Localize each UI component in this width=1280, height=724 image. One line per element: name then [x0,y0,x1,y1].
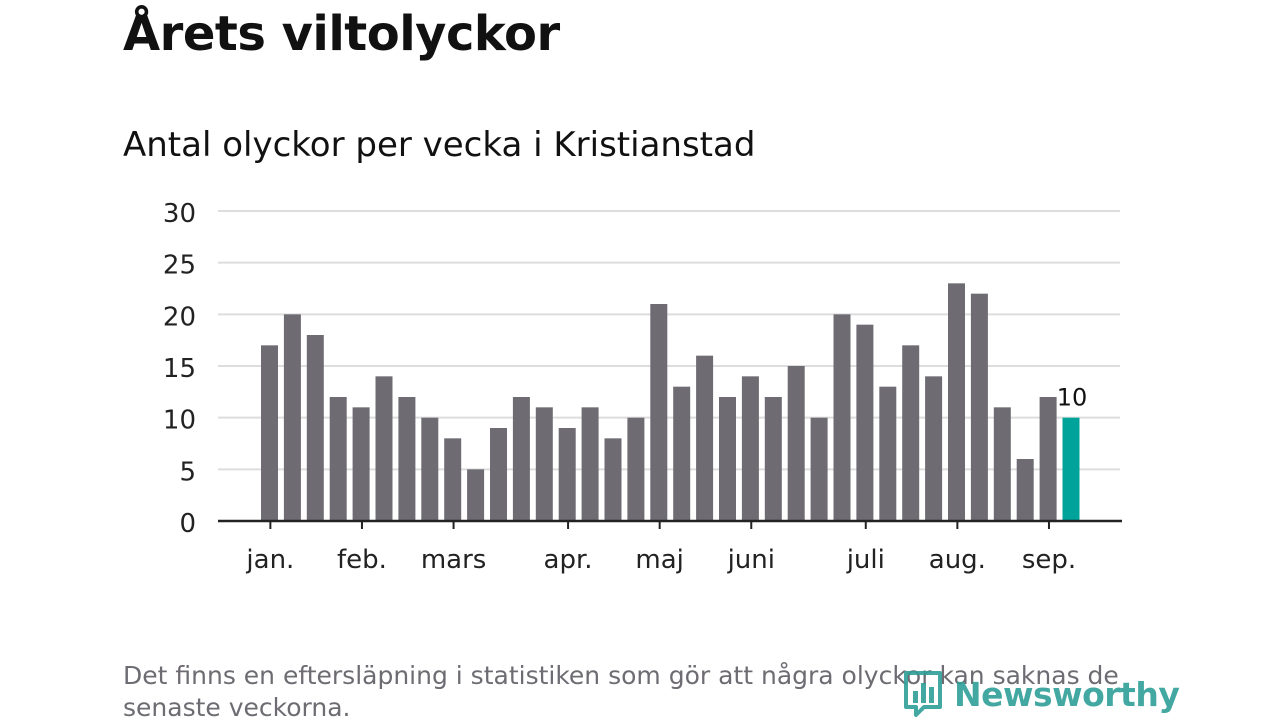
x-tick-label: maj [635,545,683,575]
bar [970,293,988,521]
bar [581,407,599,521]
x-tick-label: aug. [929,545,986,575]
bar [535,407,553,521]
bar [673,386,691,521]
bar [398,397,416,521]
chart-subtitle: Antal olyckor per vecka i Kristianstad [123,125,756,165]
bar [306,335,324,521]
bar [421,417,439,521]
bar [1039,397,1057,521]
bar [993,407,1011,521]
bar [352,407,370,521]
y-tick-label: 15 [163,354,196,384]
x-tick-label: juli [846,545,885,575]
y-tick-label: 25 [163,251,196,281]
brand-name: Newsworthy [954,674,1180,714]
brand-logo: Newsworthy [902,668,1180,720]
y-tick-label: 10 [163,406,196,436]
bar [764,397,782,521]
bar [375,376,393,521]
y-tick-label: 0 [179,509,196,539]
bar [261,345,278,521]
y-tick-label: 5 [179,457,196,487]
x-tick-label: feb. [337,545,387,575]
bar [810,417,828,521]
bar [856,324,874,521]
bar-data-label: 10 [1057,384,1088,412]
bar [444,438,462,521]
y-tick-label: 30 [163,199,196,229]
bar [283,314,301,521]
x-tick-label: juni [727,545,775,575]
x-tick-label: apr. [544,545,593,575]
x-tick-label: jan. [245,545,294,575]
bar [787,366,805,521]
footnote: Det finns en eftersläpning i statistiken… [123,661,1119,722]
y-tick-label: 20 [163,302,196,332]
bar [467,469,485,521]
bar [902,345,920,521]
bar [1016,459,1034,521]
bar [604,438,622,521]
bar [490,428,507,521]
bar [558,428,576,521]
bar [719,397,736,521]
bar [696,355,714,521]
x-tick-label: sep. [1022,545,1076,575]
bar-chart-logo-icon [904,671,942,717]
bar [833,314,851,521]
bar [879,386,897,521]
bar [650,304,668,521]
bar [948,283,965,521]
bar [627,417,645,521]
chart-title: Årets viltolyckor [123,6,560,62]
bar [741,376,759,521]
bar [925,376,943,521]
bar-highlight [1062,417,1080,521]
x-tick-label: mars [421,545,487,575]
bar [329,397,347,521]
bar [512,397,530,521]
